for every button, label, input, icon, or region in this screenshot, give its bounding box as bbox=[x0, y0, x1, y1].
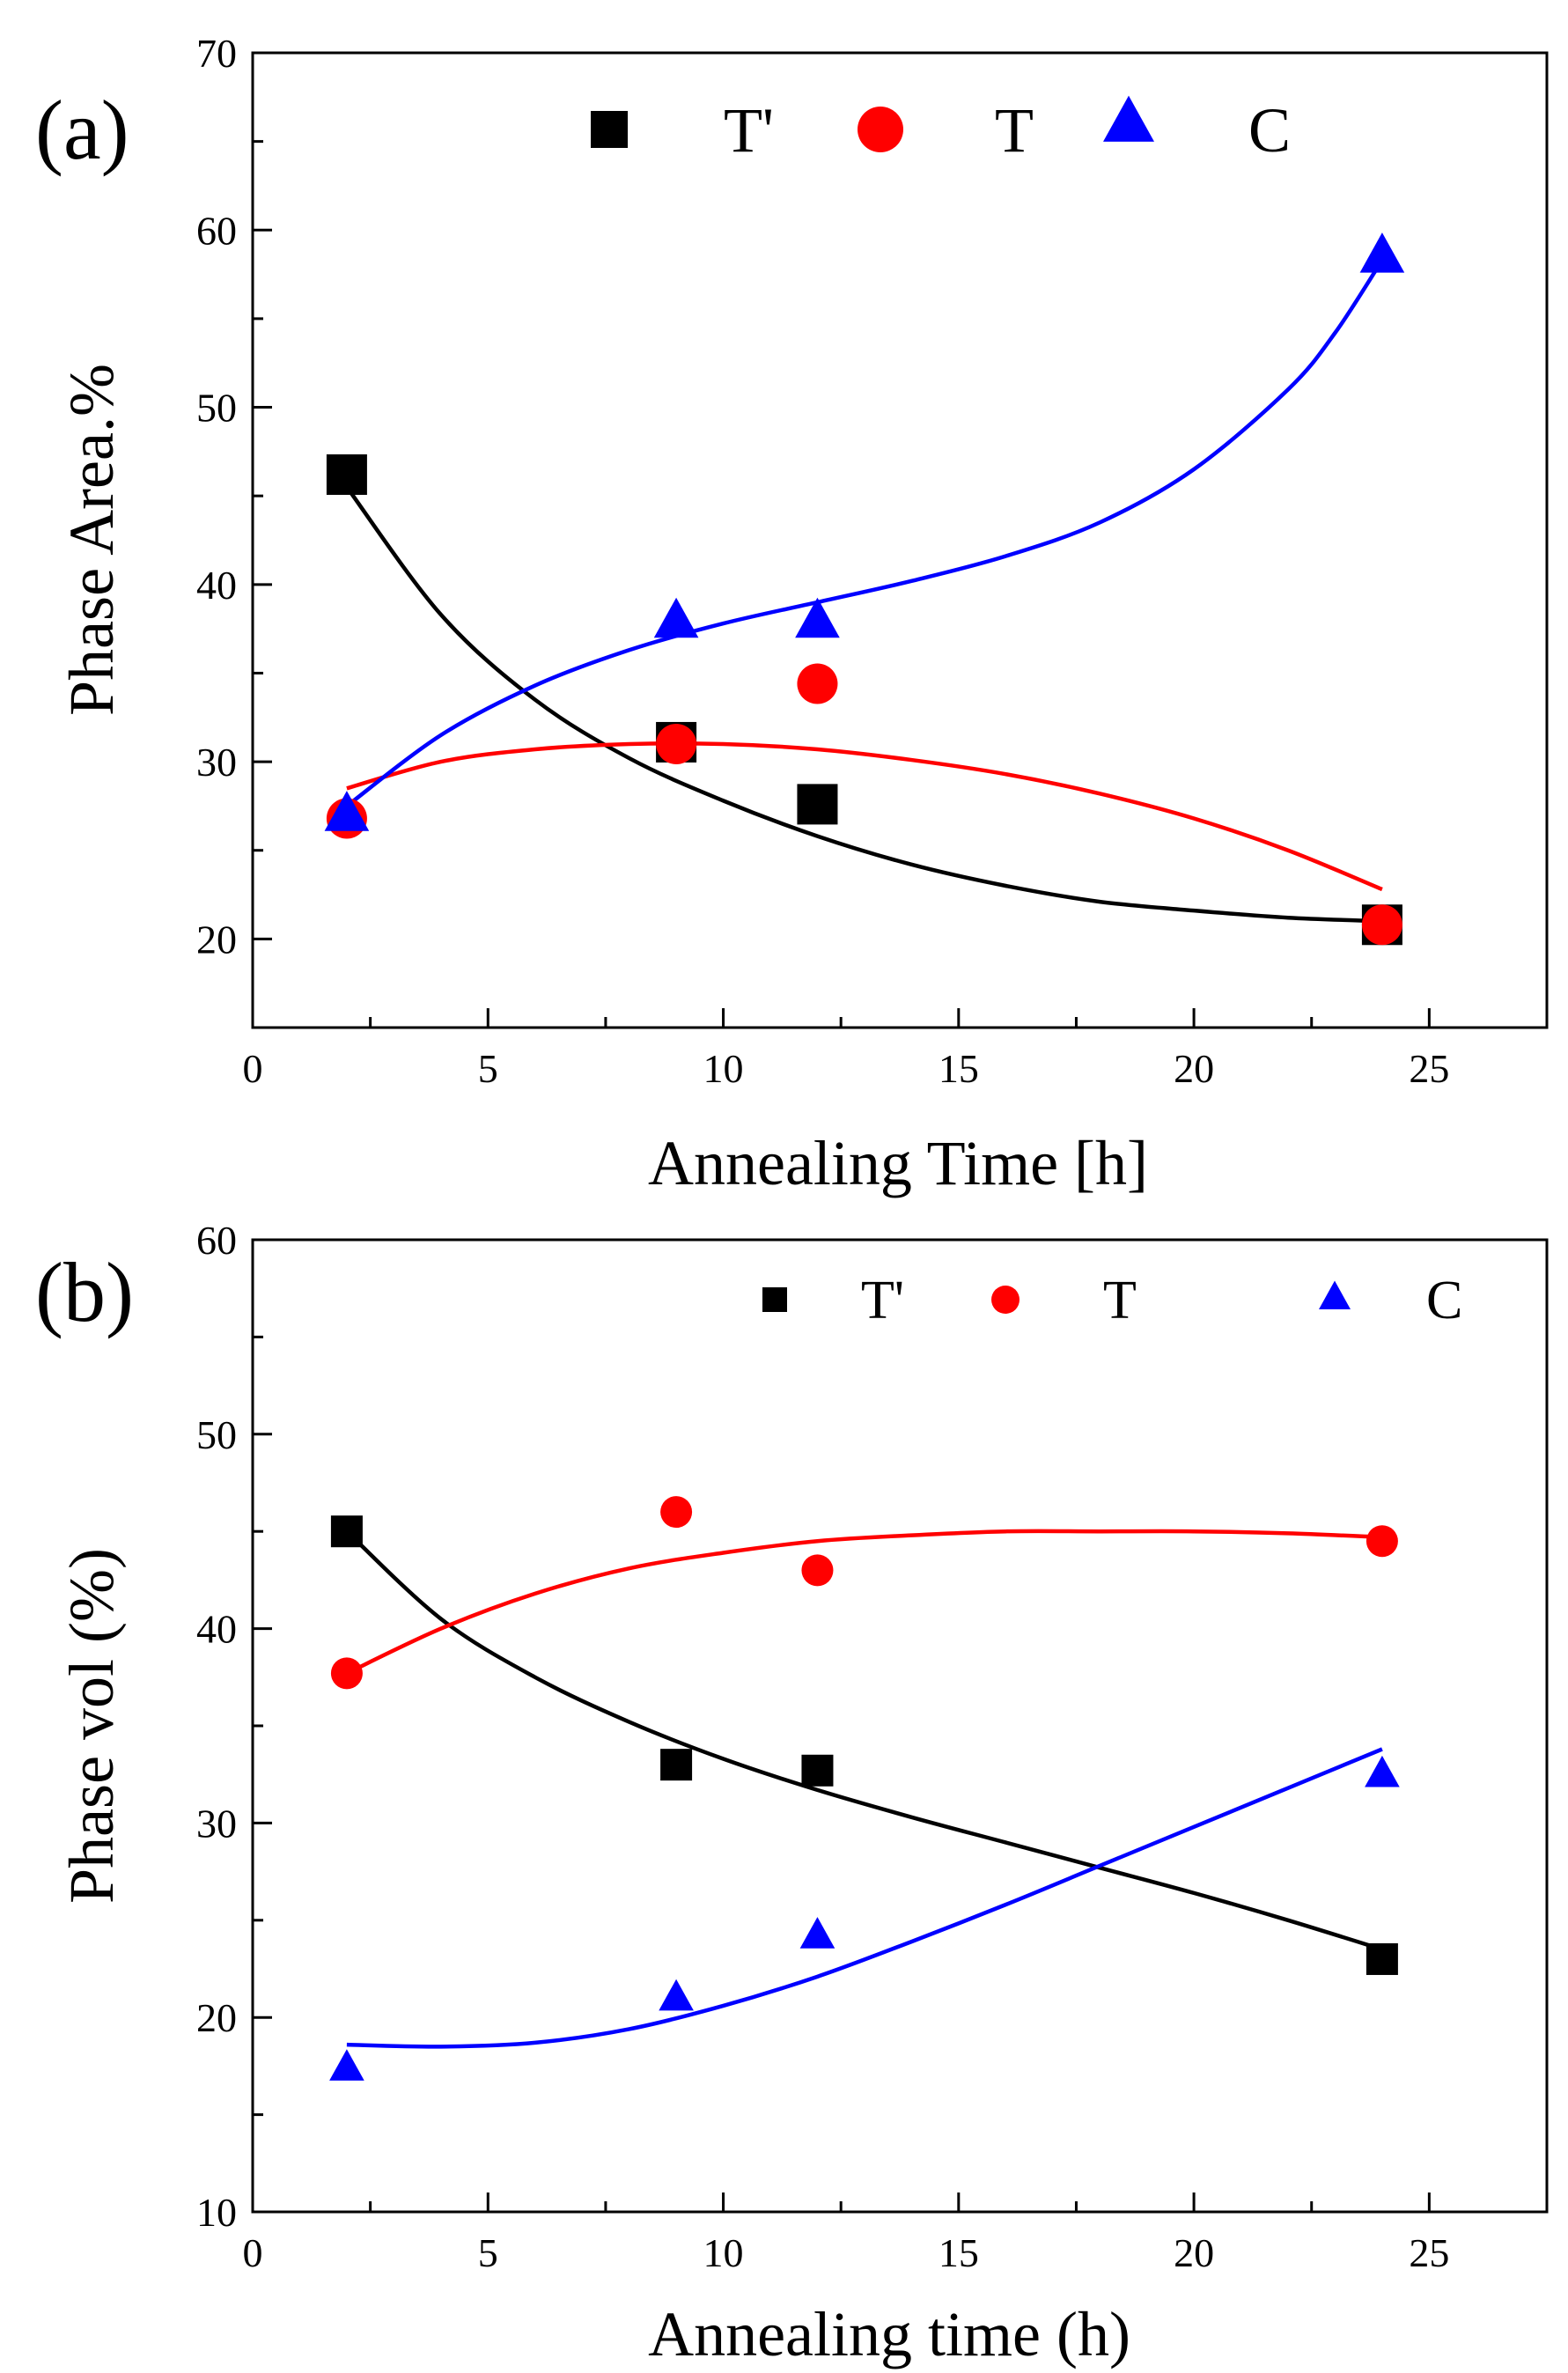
y-tick-label: 30 bbox=[196, 740, 237, 785]
data-point-triangle bbox=[659, 1979, 694, 2011]
legend-label: T bbox=[995, 95, 1034, 166]
data-point-triangle bbox=[329, 2049, 364, 2081]
y-axis-title: Phase Area.% bbox=[56, 364, 127, 716]
panel-label: (b) bbox=[35, 1245, 134, 1339]
data-point-square bbox=[797, 784, 838, 825]
panel-label: (a) bbox=[35, 83, 129, 177]
data-point-triangle bbox=[1365, 1755, 1400, 1787]
data-point-square bbox=[1366, 1942, 1398, 1975]
panel-a: 0 5 10 15 20 25 20 30 40 50 60 70 Annealing Time [h]… bbox=[35, 31, 1549, 1198]
data-point-circle bbox=[330, 1657, 363, 1690]
legend-marker-triangle bbox=[1319, 1280, 1351, 1309]
x-tick-label: 0 bbox=[243, 1046, 263, 1091]
data-point-circle bbox=[1366, 1525, 1398, 1558]
y-tick-label: 50 bbox=[196, 386, 237, 431]
data-point-circle bbox=[801, 1554, 834, 1587]
y-tick-label: 40 bbox=[196, 1607, 237, 1652]
legend-label: T bbox=[1103, 1271, 1137, 1330]
x-tick-label: 25 bbox=[1409, 2230, 1449, 2275]
y-axis-title: Phase vol (%) bbox=[56, 1548, 127, 1904]
x-tick-label: 20 bbox=[1174, 2230, 1214, 2275]
data-point-square bbox=[660, 1749, 693, 1781]
data-point-triangle bbox=[653, 597, 699, 638]
x-tick-label: 5 bbox=[478, 2230, 498, 2275]
x-tick-label: 25 bbox=[1409, 1046, 1449, 1091]
plot-frame bbox=[251, 51, 1549, 1029]
fit-curve-square bbox=[345, 1529, 1383, 1952]
legend-marker-square bbox=[762, 1287, 787, 1312]
y-tick-label: 60 bbox=[196, 1218, 237, 1263]
legend-label: C bbox=[1426, 1271, 1462, 1330]
y-tick-label: 20 bbox=[196, 917, 237, 962]
legend-label: T' bbox=[861, 1271, 904, 1330]
x-tick-label: 20 bbox=[1174, 1046, 1214, 1091]
data-point-triangle bbox=[799, 1917, 836, 1949]
y-tick-label: 60 bbox=[196, 208, 237, 253]
data-point-triangle bbox=[324, 791, 370, 831]
data-point-circle bbox=[797, 663, 838, 704]
legend-marker-square bbox=[591, 111, 628, 148]
y-tick-label: 20 bbox=[196, 1995, 237, 2040]
fit-curve-triangle bbox=[345, 259, 1384, 808]
data-point-triangle bbox=[1359, 232, 1405, 273]
plot-frame bbox=[251, 1238, 1549, 2214]
fit-curve-circle bbox=[346, 741, 1383, 892]
legend-marker-circle bbox=[991, 1286, 1020, 1314]
legend-marker-triangle bbox=[1103, 95, 1154, 142]
data-point-square bbox=[326, 454, 367, 496]
data-point-square bbox=[330, 1515, 363, 1548]
data-point-circle bbox=[656, 723, 697, 764]
legend-marker-circle bbox=[858, 107, 903, 152]
fit-curve-triangle bbox=[346, 1747, 1383, 2049]
data-point-circle bbox=[660, 1496, 693, 1529]
y-tick-label: 50 bbox=[196, 1412, 237, 1457]
y-tick-label: 70 bbox=[196, 31, 237, 76]
fit-curve-circle bbox=[345, 1529, 1383, 1676]
x-axis-title: Annealing time (h) bbox=[648, 2299, 1130, 2369]
data-point-triangle bbox=[795, 597, 840, 638]
x-tick-label: 0 bbox=[243, 2230, 263, 2275]
y-tick-label: 30 bbox=[196, 1801, 237, 1846]
panel-b: 0 5 10 15 20 25 10 20 30 40 50 60 Annealing time (h)… bbox=[35, 1218, 1549, 2369]
x-tick-label: 10 bbox=[703, 1046, 744, 1091]
legend-label: C bbox=[1248, 95, 1291, 166]
x-tick-label: 5 bbox=[478, 1046, 498, 1091]
x-tick-label: 10 bbox=[703, 2230, 744, 2275]
x-tick-label: 15 bbox=[939, 1046, 979, 1091]
data-point-square bbox=[801, 1754, 834, 1787]
x-axis-title: Annealing Time [h] bbox=[648, 1128, 1148, 1198]
x-tick-label: 15 bbox=[939, 2230, 979, 2275]
legend-label: T' bbox=[724, 95, 774, 166]
data-point-circle bbox=[1361, 904, 1402, 946]
y-tick-label: 40 bbox=[196, 563, 237, 608]
y-tick-label: 10 bbox=[196, 2190, 237, 2235]
fit-curve-square bbox=[345, 485, 1382, 924]
